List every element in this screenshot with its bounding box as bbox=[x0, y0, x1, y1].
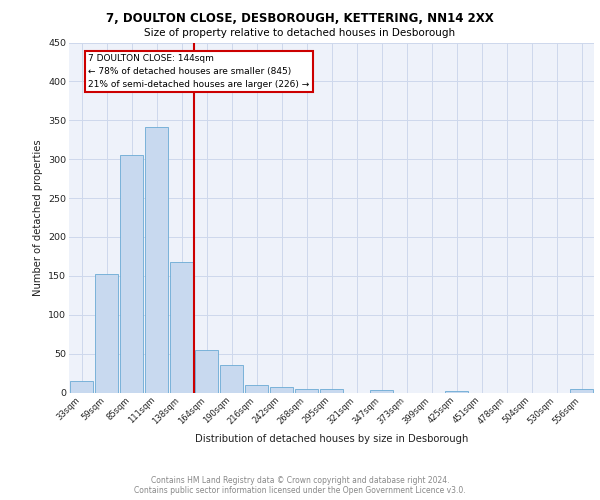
X-axis label: Distribution of detached houses by size in Desborough: Distribution of detached houses by size … bbox=[195, 434, 468, 444]
Bar bbox=[170, 262, 193, 392]
Bar bbox=[295, 388, 318, 392]
Bar bbox=[445, 391, 468, 392]
Bar bbox=[95, 274, 118, 392]
Bar bbox=[195, 350, 218, 393]
Bar bbox=[120, 154, 143, 392]
Text: Contains public sector information licensed under the Open Government Licence v3: Contains public sector information licen… bbox=[134, 486, 466, 495]
Bar bbox=[145, 128, 168, 392]
Y-axis label: Number of detached properties: Number of detached properties bbox=[32, 139, 43, 296]
Text: 7, DOULTON CLOSE, DESBOROUGH, KETTERING, NN14 2XX: 7, DOULTON CLOSE, DESBOROUGH, KETTERING,… bbox=[106, 12, 494, 26]
Bar bbox=[245, 384, 268, 392]
Text: Contains HM Land Registry data © Crown copyright and database right 2024.: Contains HM Land Registry data © Crown c… bbox=[151, 476, 449, 485]
Bar bbox=[320, 390, 343, 392]
Text: Size of property relative to detached houses in Desborough: Size of property relative to detached ho… bbox=[145, 28, 455, 38]
Text: 7 DOULTON CLOSE: 144sqm
← 78% of detached houses are smaller (845)
21% of semi-d: 7 DOULTON CLOSE: 144sqm ← 78% of detache… bbox=[89, 54, 310, 89]
Bar bbox=[220, 366, 243, 392]
Bar bbox=[370, 390, 393, 392]
Bar bbox=[270, 387, 293, 392]
Bar bbox=[570, 390, 593, 392]
Bar bbox=[70, 381, 93, 392]
